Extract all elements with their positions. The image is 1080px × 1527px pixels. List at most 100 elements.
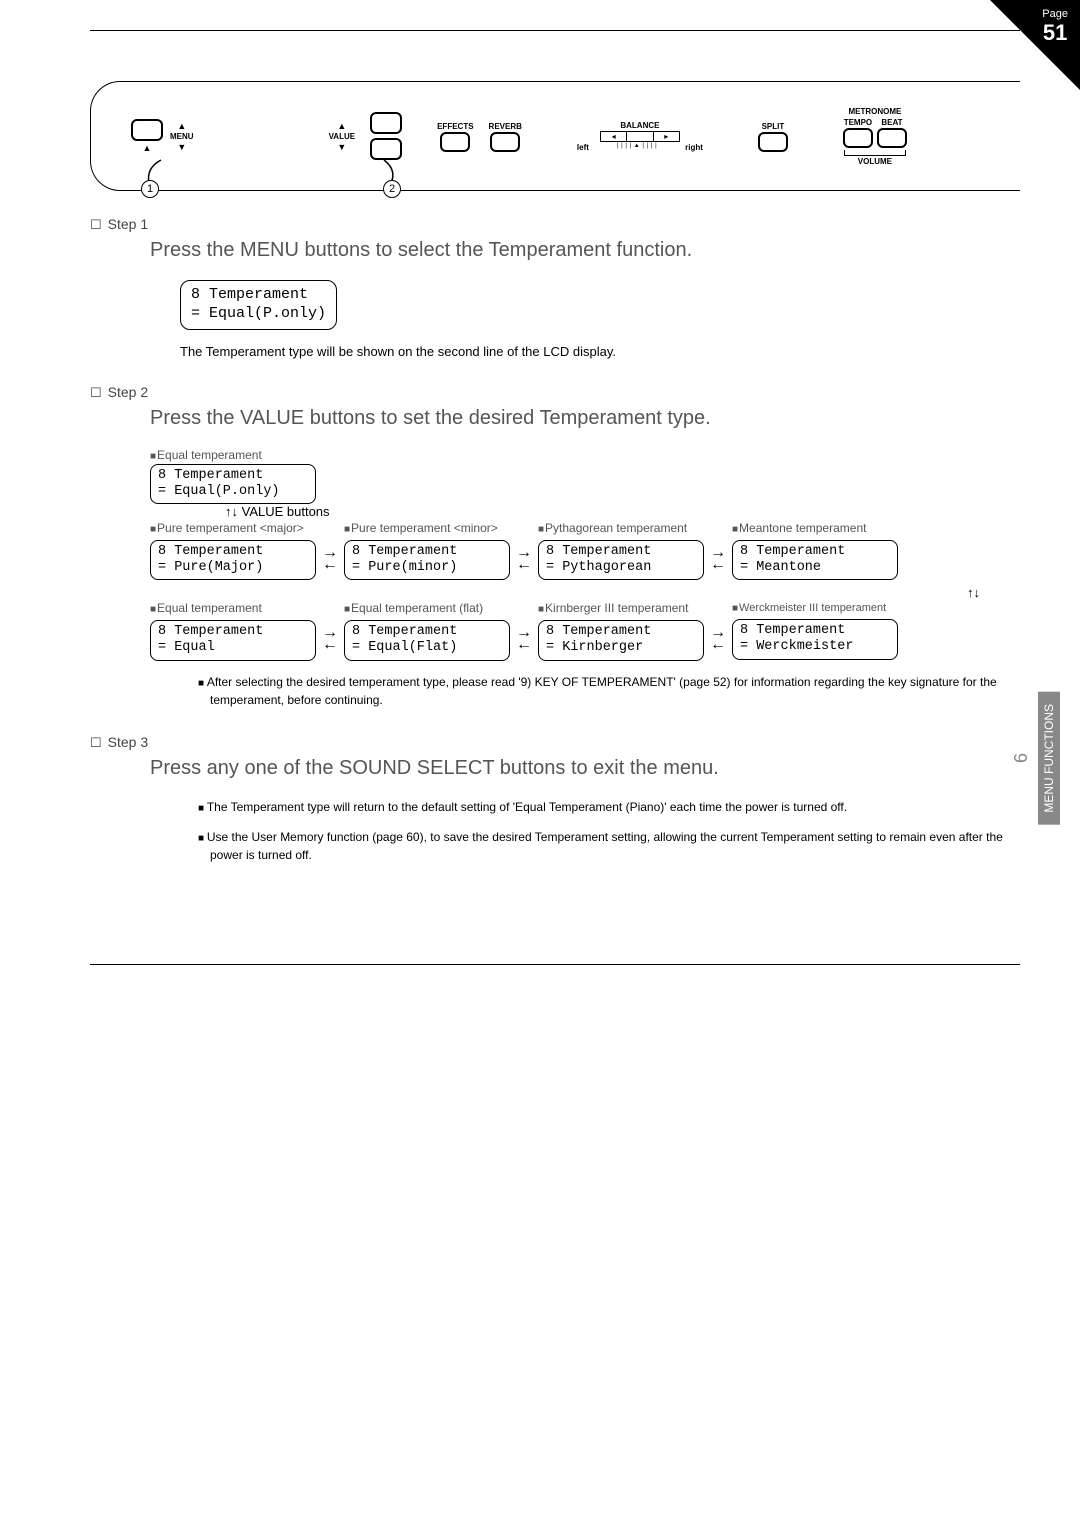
effects-label: EFFECTS [437,122,473,131]
arrow-left: ← [516,559,532,571]
lcd-pmaj: 8 Temperament = Pure(Major) [150,540,316,580]
down-triangle-icon [177,142,186,152]
lcd-eqflat: 8 Temperament = Equal(Flat) [344,620,510,660]
lcd-kirn: 8 Temperament = Kirnberger [538,620,704,660]
menu-label-group: MENU [170,121,194,152]
volume-bracket [844,150,906,156]
lcd-equal: 8 Temperament = Equal(P.only) [150,464,316,504]
lcd-line: 8 Temperament [158,544,308,560]
lcd-line: 8 Temperament [546,624,696,640]
menu-up-button [131,119,163,141]
chapter-number: 6 [1008,747,1035,769]
step3-label: Step 3 [90,734,1020,751]
lcd-mean: 8 Temperament = Meantone [732,540,898,580]
split-label: SPLIT [762,122,785,131]
circle-2: 2 [383,180,401,198]
up-triangle-icon [143,143,152,153]
lcd-line: = Pure(minor) [352,560,502,576]
arrow-pair: → ← [710,547,726,571]
head-eqflat: Equal temperament (flat) [344,601,510,615]
value-down-button [370,138,402,160]
lcd-line: = Pure(Major) [158,560,308,576]
balance-label: BALANCE [620,121,659,130]
value-up-button [370,112,402,134]
value-group: VALUE [329,121,356,152]
lcd-equal2: 8 Temperament = Equal [150,620,316,660]
step3-note2: Use the User Memory function (page 60), … [210,828,1020,864]
arrow-left: ← [516,639,532,651]
head-pmin: Pure temperament <minor> [344,521,510,535]
arrow-left: ← [710,559,726,571]
balance-slider: ◂▸ [600,131,680,142]
updown-indicator: ↑↓ [150,585,980,600]
balance-right: right [685,143,703,152]
reverb-button [490,132,520,152]
lcd-werck: 8 Temperament = Werckmeister [732,619,898,659]
reverb-label: REVERB [489,122,522,131]
head-equal2: Equal temperament [150,601,316,615]
lcd-line: = Werckmeister [740,639,890,655]
lcd-line: 8 Temperament [158,624,308,640]
lcd-line: = Pythagorean [546,560,696,576]
temperament-row-1: Pure temperament <major> 8 Temperament =… [150,521,1020,580]
value-buttons-indicator: ↑↓ VALUE buttons [225,504,1020,519]
arrow-left: ← [322,639,338,651]
lcd-line: = Meantone [740,560,890,576]
page-number-value: 51 [1042,20,1068,46]
head-pmaj: Pure temperament <major> [150,521,316,535]
lcd-line: = Equal(P.only) [158,484,308,500]
lcd-line: 8 Temperament [546,544,696,560]
beat-label: BEAT [881,118,902,127]
top-rule [90,30,1020,31]
page-label: Page [1042,8,1068,20]
balance-left: left [577,143,589,152]
temperament-diagram: Equal temperament 8 Temperament = Equal(… [150,448,1020,661]
value-label: VALUE [329,132,356,141]
reverb-group: REVERB [489,121,522,152]
split-group: SPLIT [758,121,788,152]
down-triangle-icon [337,142,346,152]
lcd-line: = Equal(Flat) [352,640,502,656]
volume-label: VOLUME [858,157,892,166]
head-kirn: Kirnberger III temperament [538,601,704,615]
lcd-line: = Kirnberger [546,640,696,656]
step3-note1: The Temperament type will return to the … [210,798,1020,816]
step1-lcd: 8 Temperament = Equal(P.only) [180,280,337,330]
lcd-line: 8 Temperament [352,624,502,640]
section-label: MENU FUNCTIONS [1038,692,1060,825]
head-equal: Equal temperament [150,448,1020,462]
head-mean: Meantone temperament [732,521,898,535]
arrow-pair: → ← [322,547,338,571]
up-triangle-icon [337,121,346,131]
page-number: Page 51 [1042,8,1068,46]
arrow-left: ← [322,559,338,571]
value-btn-group [370,112,402,160]
head-pyth: Pythagorean temperament [538,521,704,535]
up-triangle-icon [177,121,186,131]
step2-footnote: After selecting the desired temperament … [210,673,1020,709]
lcd-line: 8 Temperament [740,623,890,639]
effects-group: EFFECTS [437,121,473,152]
bottom-rule [90,964,1020,965]
arrow-pair: → ← [516,627,532,651]
lcd-line1: 8 Temperament [191,286,326,305]
tempo-button [843,128,873,148]
side-tab: 6 MENU FUNCTIONS [1008,692,1060,825]
step1-instruction: Press the MENU buttons to select the Tem… [150,239,1020,262]
lcd-line: 8 Temperament [740,544,890,560]
metronome-label: METRONOME [848,107,901,116]
tempo-label: TEMPO [844,118,872,127]
step1-label: Step 1 [90,216,1020,233]
lcd-pmin: 8 Temperament = Pure(minor) [344,540,510,580]
step2-label: Step 2 [90,384,1020,401]
circle-1: 1 [141,180,159,198]
callout-1: 1 [141,158,181,198]
split-button [758,132,788,152]
temperament-row-2: Equal temperament 8 Temperament = Equal … [150,601,1020,660]
step1-note: The Temperament type will be shown on th… [180,344,1020,359]
balance-ticks: | | | | ▲ | | | | [617,143,657,153]
lcd-line: = Equal [158,640,308,656]
arrow-pair: → ← [322,627,338,651]
beat-button [877,128,907,148]
menu-group [131,119,163,153]
